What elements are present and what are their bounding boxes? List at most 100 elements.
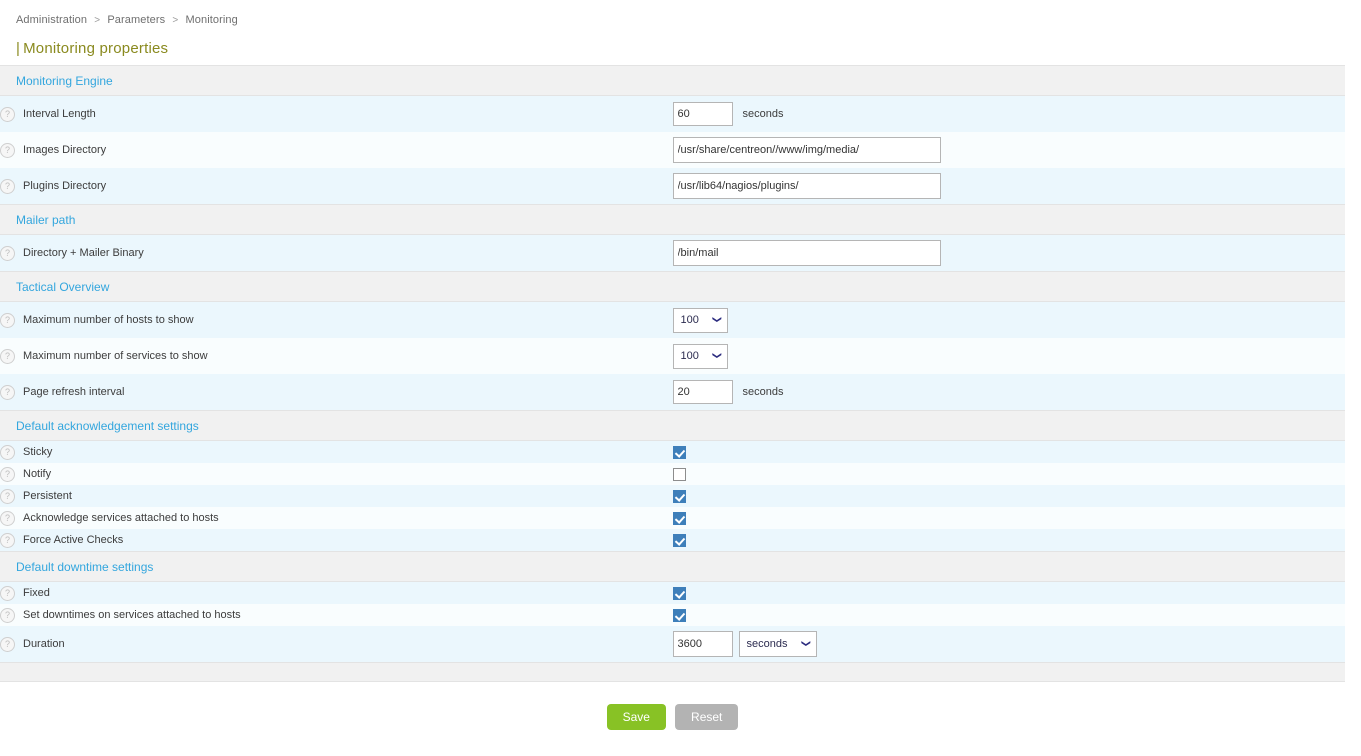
select-maximum-number-of-services-to-show[interactable]: 102050100200 [672,343,728,369]
breadcrumb: Administration > Parameters > Monitoring [0,0,1361,30]
help-icon[interactable]: ? [0,106,15,122]
breadcrumb-item-monitoring[interactable]: Monitoring [185,14,238,26]
help-icon[interactable]: ? [0,636,15,652]
form-row: ? Maximum number of hosts to show 10205010… [0,301,1345,338]
field-label-cell: ? Sticky [0,440,673,463]
page-title-bar: | [16,40,21,57]
field-input-cell: seconds [672,95,1345,132]
help-icon[interactable]: ? [0,245,15,261]
field-label-acknowledge-services-attached-to-hosts: Acknowledge services attached to hosts [23,512,219,524]
field-input-cell: 102050100200❯ [672,301,1345,338]
field-label-sticky: Sticky [23,446,53,458]
checkbox-force-active-checks[interactable] [672,533,686,547]
help-icon[interactable]: ? [0,384,15,400]
section-header-tactical-overview: Tactical Overview [0,271,1345,302]
input-interval-length[interactable] [672,102,733,126]
form-row: ? Maximum number of services to show 10205… [0,338,1345,374]
breadcrumb-item-administration[interactable]: Administration [16,14,88,26]
form-row: ? Sticky [0,440,1345,463]
field-label-cell: ? Force Active Checks [0,529,673,552]
form-row: ? Images Directory [0,132,1345,168]
breadcrumb-item-parameters[interactable]: Parameters [107,14,166,26]
breadcrumb-separator: > [172,15,179,26]
select-duration-unit[interactable]: secondsminuteshours [738,631,817,658]
section-header-monitoring-engine: Monitoring Engine [0,65,1345,96]
input-images-directory[interactable] [672,137,941,163]
field-input-cell [672,604,1345,626]
form-actions: Save Reset [0,682,1345,730]
help-icon[interactable]: ? [0,178,15,194]
help-icon[interactable]: ? [0,348,15,364]
field-input-cell [672,168,1345,205]
help-icon[interactable]: ? [0,607,15,623]
form-footer-cell [0,662,1345,682]
field-input-cell [672,132,1345,168]
page-title-text: Monitoring properties [23,40,169,57]
field-label-cell: ? Page refresh interval [0,374,673,411]
field-label-cell: ? Set downtimes on services attached to h… [0,604,673,626]
field-label-persistent: Persistent [23,490,72,502]
save-button[interactable]: Save [606,704,666,730]
input-plugins-directory[interactable] [672,173,941,199]
field-input-cell [672,485,1345,507]
field-label-notify: Notify [23,468,52,480]
form-row: ? Plugins Directory [0,168,1345,205]
form-row: ? Duration secondsminuteshours❯ [0,626,1345,663]
field-label-cell: ? Interval Length [0,95,673,132]
help-icon[interactable]: ? [0,585,15,601]
field-label-cell: ? Acknowledge services attached to hosts [0,507,673,529]
field-label-set-downtimes-on-services-attached-to-hosts: Set downtimes on services attached to ho… [23,609,241,621]
field-input-cell: 102050100200❯ [672,338,1345,374]
field-label-cell: ? Persistent [0,485,673,507]
field-label-duration: Duration [23,638,65,650]
input-duration[interactable] [672,630,733,657]
help-icon[interactable]: ? [0,532,15,548]
form-row: ? Interval Length seconds [0,95,1345,132]
field-label-interval-length: Interval Length [23,108,96,120]
monitoring-properties-form: Monitoring Engine? Interval Length seconds… [0,65,1345,682]
field-input-cell [672,529,1345,552]
form-row: ? Force Active Checks [0,529,1345,552]
field-label-cell: ? Directory + Mailer Binary [0,234,673,272]
field-label-plugins-directory: Plugins Directory [23,180,107,192]
checkbox-notify[interactable] [672,467,686,481]
page-title: | Monitoring properties [16,40,1361,57]
checkbox-set-downtimes-on-services-attached-to-hosts[interactable] [672,608,686,622]
select-maximum-number-of-hosts-to-show[interactable]: 102050100200 [672,307,728,333]
help-icon[interactable]: ? [0,444,15,460]
checkbox-persistent[interactable] [672,489,686,503]
field-label-cell: ? Duration [0,626,673,663]
checkbox-fixed[interactable] [672,586,686,600]
reset-button[interactable]: Reset [675,704,739,730]
form-row: ? Acknowledge services attached to hosts [0,507,1345,529]
field-label-cell: ? Plugins Directory [0,168,673,205]
field-label-cell: ? Notify [0,463,673,485]
field-input-cell [672,463,1345,485]
field-label-force-active-checks: Force Active Checks [23,534,124,546]
field-input-cell: seconds [672,374,1345,411]
help-icon[interactable]: ? [0,488,15,504]
form-footer-strip [0,662,1345,682]
help-icon[interactable]: ? [0,510,15,526]
section-header-default-downtime-settings: Default downtime settings [0,551,1345,582]
breadcrumb-separator: > [94,15,101,26]
field-label-maximum-number-of-services-to-show: Maximum number of services to show [23,350,208,362]
checkbox-acknowledge-services-attached-to-hosts[interactable] [672,511,686,525]
field-label-directory-mailer-binary: Directory + Mailer Binary [23,247,144,259]
form-row: ? Fixed [0,581,1345,604]
form-row: ? Persistent [0,485,1345,507]
field-label-page-refresh-interval: Page refresh interval [23,386,125,398]
help-icon[interactable]: ? [0,142,15,158]
section-header-mailer-path: Mailer path [0,204,1345,235]
form-row: ? Set downtimes on services attached to h… [0,604,1345,626]
input-page-refresh-interval[interactable] [672,380,733,404]
checkbox-sticky[interactable] [672,445,686,459]
field-label-images-directory: Images Directory [23,144,107,156]
input-directory-mailer-binary[interactable] [672,240,941,266]
field-label-fixed: Fixed [23,587,50,599]
help-icon[interactable]: ? [0,312,15,328]
field-label-maximum-number-of-hosts-to-show: Maximum number of hosts to show [23,314,194,326]
field-label-cell: ? Fixed [0,581,673,604]
help-icon[interactable]: ? [0,466,15,482]
field-input-cell [672,440,1345,463]
